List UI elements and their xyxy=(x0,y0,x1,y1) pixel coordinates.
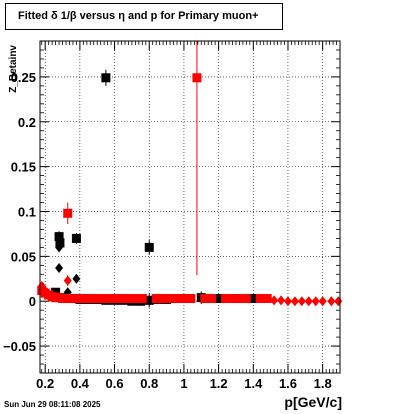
data-point-diamond xyxy=(63,275,72,286)
y-axis-label: Z_Betainv xyxy=(8,45,19,93)
data-point-square xyxy=(158,294,168,304)
data-point-diamond xyxy=(334,296,343,307)
chart-title: Fitted δ 1/β versus η and p for Primary … xyxy=(18,10,259,22)
data-point-diamond xyxy=(55,242,64,253)
data-point-square xyxy=(68,294,78,304)
x-tick-label: 0.8 xyxy=(140,376,158,391)
data-point-square xyxy=(63,208,73,218)
axis-ticks xyxy=(40,40,341,374)
plot-frame xyxy=(39,40,341,374)
data-point-square xyxy=(207,294,217,304)
data-point-diamond xyxy=(42,287,51,298)
data-point-diamond xyxy=(277,295,286,306)
date-stamp: Sun Jun 29 08:11:08 2025 xyxy=(4,400,101,409)
data-point-square xyxy=(117,294,127,304)
data-point-square xyxy=(55,238,65,248)
data-point-square xyxy=(137,294,147,304)
data-point-square xyxy=(248,294,258,304)
y-tick-label: 0 xyxy=(29,294,36,309)
data-point-square xyxy=(58,294,68,304)
data-point-square xyxy=(54,232,64,242)
data-point-square xyxy=(227,294,237,304)
grid-lines xyxy=(40,41,340,373)
x-axis-label: p[GeV/c] xyxy=(284,394,342,410)
data-point-diamond xyxy=(297,296,306,307)
y-tick-label: 0.2 xyxy=(18,115,36,130)
data-point-diamond xyxy=(311,296,320,307)
x-tick-label: 1 xyxy=(180,376,187,391)
y-tick-label: 0.25 xyxy=(11,70,36,85)
data-point-square xyxy=(192,73,202,83)
data-point-square xyxy=(144,242,154,252)
data-point-diamond xyxy=(283,296,292,307)
data-point-square xyxy=(241,294,251,304)
data-point-square xyxy=(110,294,120,304)
data-point-square xyxy=(151,294,161,304)
x-tick-label: 0.2 xyxy=(36,376,54,391)
data-point-square xyxy=(234,294,244,304)
data-point-square xyxy=(214,294,224,304)
data-point-square xyxy=(103,294,113,304)
data-point-square xyxy=(130,294,140,304)
x-tick-label: 0.6 xyxy=(106,376,124,391)
data-point-square xyxy=(144,295,154,305)
y-tick-label: −0.05 xyxy=(3,339,36,354)
x-tick-label: 0.4 xyxy=(71,376,90,391)
data-point-square xyxy=(63,294,73,304)
data-point-square xyxy=(179,294,189,304)
data-point-square xyxy=(123,294,133,304)
data-point-square xyxy=(165,294,175,304)
data-point-square xyxy=(221,294,231,304)
data-point-square xyxy=(82,294,92,304)
data-point-diamond xyxy=(55,263,64,274)
x-tick-label: 1.6 xyxy=(279,376,297,391)
data-point-square xyxy=(200,294,210,304)
data-point-diamond xyxy=(270,295,279,306)
data-point-diamond xyxy=(304,296,313,307)
axis-tick-labels: 0.2 0.4 0.6 0.8 1 1.2 1.4 1.6 1.8 −0.05 0 0.05 0.1 0.… xyxy=(3,70,332,391)
data-point-diamond xyxy=(327,296,336,307)
x-tick-label: 1.2 xyxy=(210,376,228,391)
data-points xyxy=(37,41,343,308)
chart-title-box: Fitted δ 1/β versus η and p for Primary … xyxy=(5,3,283,30)
data-point-diamond xyxy=(72,273,81,284)
data-point-square xyxy=(172,294,182,304)
x-tick-label: 1.4 xyxy=(244,376,263,391)
data-point-square xyxy=(96,294,106,304)
y-tick-label: 0.1 xyxy=(18,204,36,219)
data-point-square xyxy=(262,294,272,304)
data-point-diamond xyxy=(318,296,327,307)
data-point-square xyxy=(71,233,81,243)
data-point-square xyxy=(75,294,85,304)
data-point-diamond xyxy=(290,296,299,307)
y-tick-label: 0.15 xyxy=(11,160,36,175)
data-point-square xyxy=(101,73,111,83)
x-tick-label: 1.8 xyxy=(314,376,332,391)
data-point-square xyxy=(255,294,265,304)
y-tick-label: 0.05 xyxy=(11,249,36,264)
data-point-square xyxy=(186,294,196,304)
data-point-square xyxy=(89,294,99,304)
